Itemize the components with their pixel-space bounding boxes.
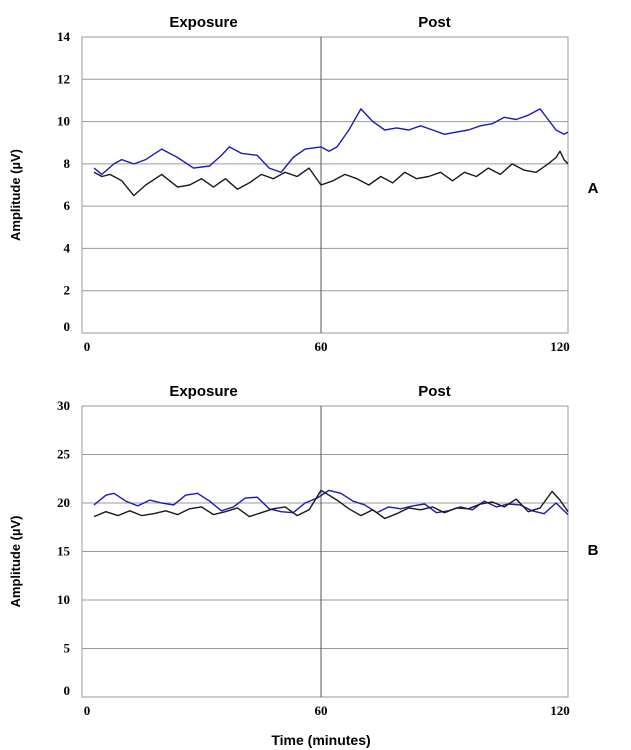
x-tick-label: 120	[550, 703, 570, 718]
series-group	[93, 108, 569, 197]
y-tick-label: 0	[64, 683, 71, 698]
panel-b: 0 5 10 15 20 25 30 0 60 120 Exposure Post Amplit…	[8, 383, 599, 748]
gridlines	[82, 78, 568, 292]
x-tick-labels: 0 60 120	[84, 703, 570, 718]
y-tick-label: 6	[64, 198, 71, 213]
y-tick-label: 15	[57, 544, 71, 559]
plot-area-frame	[81, 36, 569, 334]
section-label-post: Post	[418, 14, 451, 31]
series-line-2	[93, 150, 569, 197]
y-tick-label: 30	[57, 398, 70, 413]
y-tick-labels: 0 5 10 15 20 25 30	[57, 398, 71, 698]
x-axis-label: Time (minutes)	[271, 732, 370, 748]
y-tick-labels: 0 2 4 6 8 10 12 14	[57, 29, 71, 334]
y-tick-label: 10	[57, 592, 70, 607]
x-tick-labels: 0 60 120	[84, 339, 570, 354]
y-tick-label: 12	[57, 71, 70, 86]
y-tick-label: 14	[57, 29, 71, 44]
series-group	[93, 489, 569, 520]
series-line-2	[93, 489, 569, 520]
x-tick-label: 0	[84, 703, 91, 718]
y-tick-label: 20	[57, 495, 70, 510]
y-tick-label: 4	[64, 240, 71, 255]
x-tick-label: 60	[315, 703, 328, 718]
x-tick-label: 0	[84, 339, 91, 354]
section-label-exposure: Exposure	[169, 383, 237, 400]
section-label-post: Post	[418, 383, 451, 400]
y-tick-label: 25	[57, 447, 71, 462]
panel-label: B	[588, 542, 599, 559]
y-tick-label: 2	[64, 283, 71, 298]
series-line-1	[93, 489, 569, 516]
y-axis-label: Amplitude (µV)	[8, 149, 23, 241]
panel-label: A	[588, 180, 599, 197]
section-label-exposure: Exposure	[169, 14, 237, 31]
y-axis-label: Amplitude (µV)	[8, 516, 23, 608]
y-tick-label: 10	[57, 114, 70, 129]
panel-a: 0 2 4 6 8 10 12 14 0 60 120 Exposure Post Amplitu…	[8, 14, 599, 354]
x-tick-label: 120	[550, 339, 570, 354]
y-tick-label: 0	[64, 319, 71, 334]
series-line-1	[93, 108, 569, 176]
y-tick-label: 5	[64, 641, 71, 656]
y-tick-label: 8	[64, 156, 71, 171]
x-tick-label: 60	[315, 339, 328, 354]
